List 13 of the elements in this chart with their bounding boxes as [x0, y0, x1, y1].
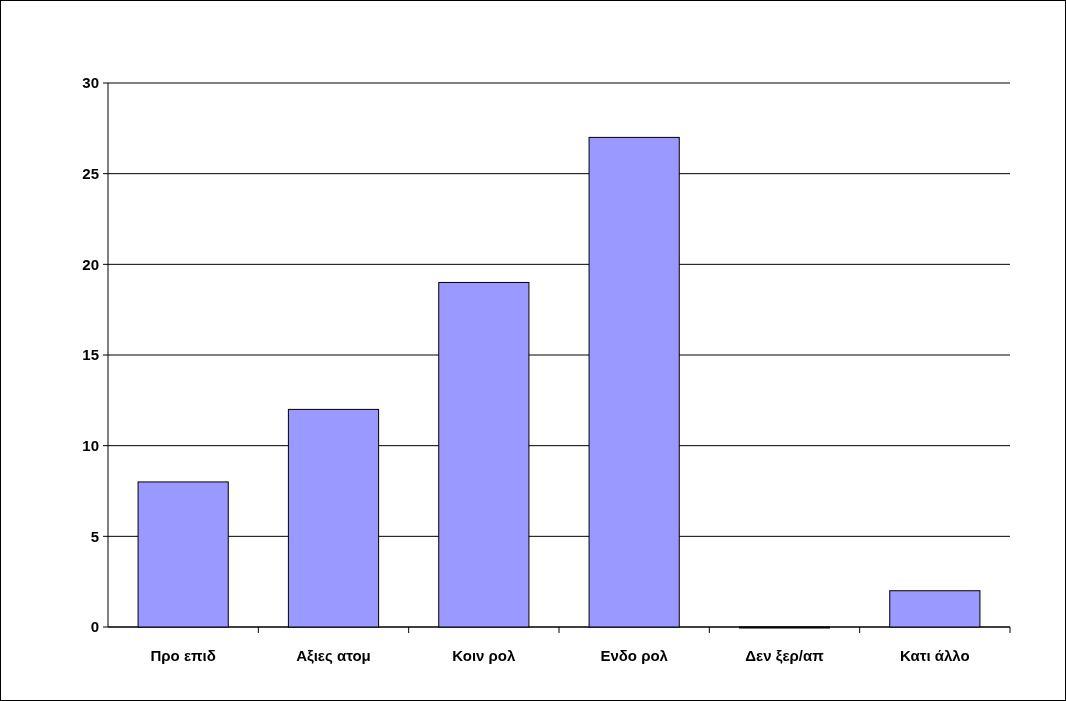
x-tick-label: Ενδο ρολ [600, 647, 669, 664]
x-tick-label: Κατι άλλο [900, 647, 970, 664]
x-tick-label: Δεν ξερ/απ [745, 647, 825, 664]
x-tick-label: Κοιν ρολ [452, 647, 517, 664]
x-tick-label: Αξιες ατομ [296, 647, 371, 664]
y-tick-label: 5 [90, 527, 99, 545]
y-tick-label: 0 [90, 618, 99, 636]
y-tick-label: 10 [82, 436, 99, 454]
y-tick-label: 25 [82, 164, 99, 182]
x-tick-label: Προ επιδ [150, 647, 216, 664]
y-tick-label: 20 [82, 255, 99, 273]
y-tick-label: 30 [82, 74, 99, 92]
y-tick-label: 15 [82, 346, 99, 364]
